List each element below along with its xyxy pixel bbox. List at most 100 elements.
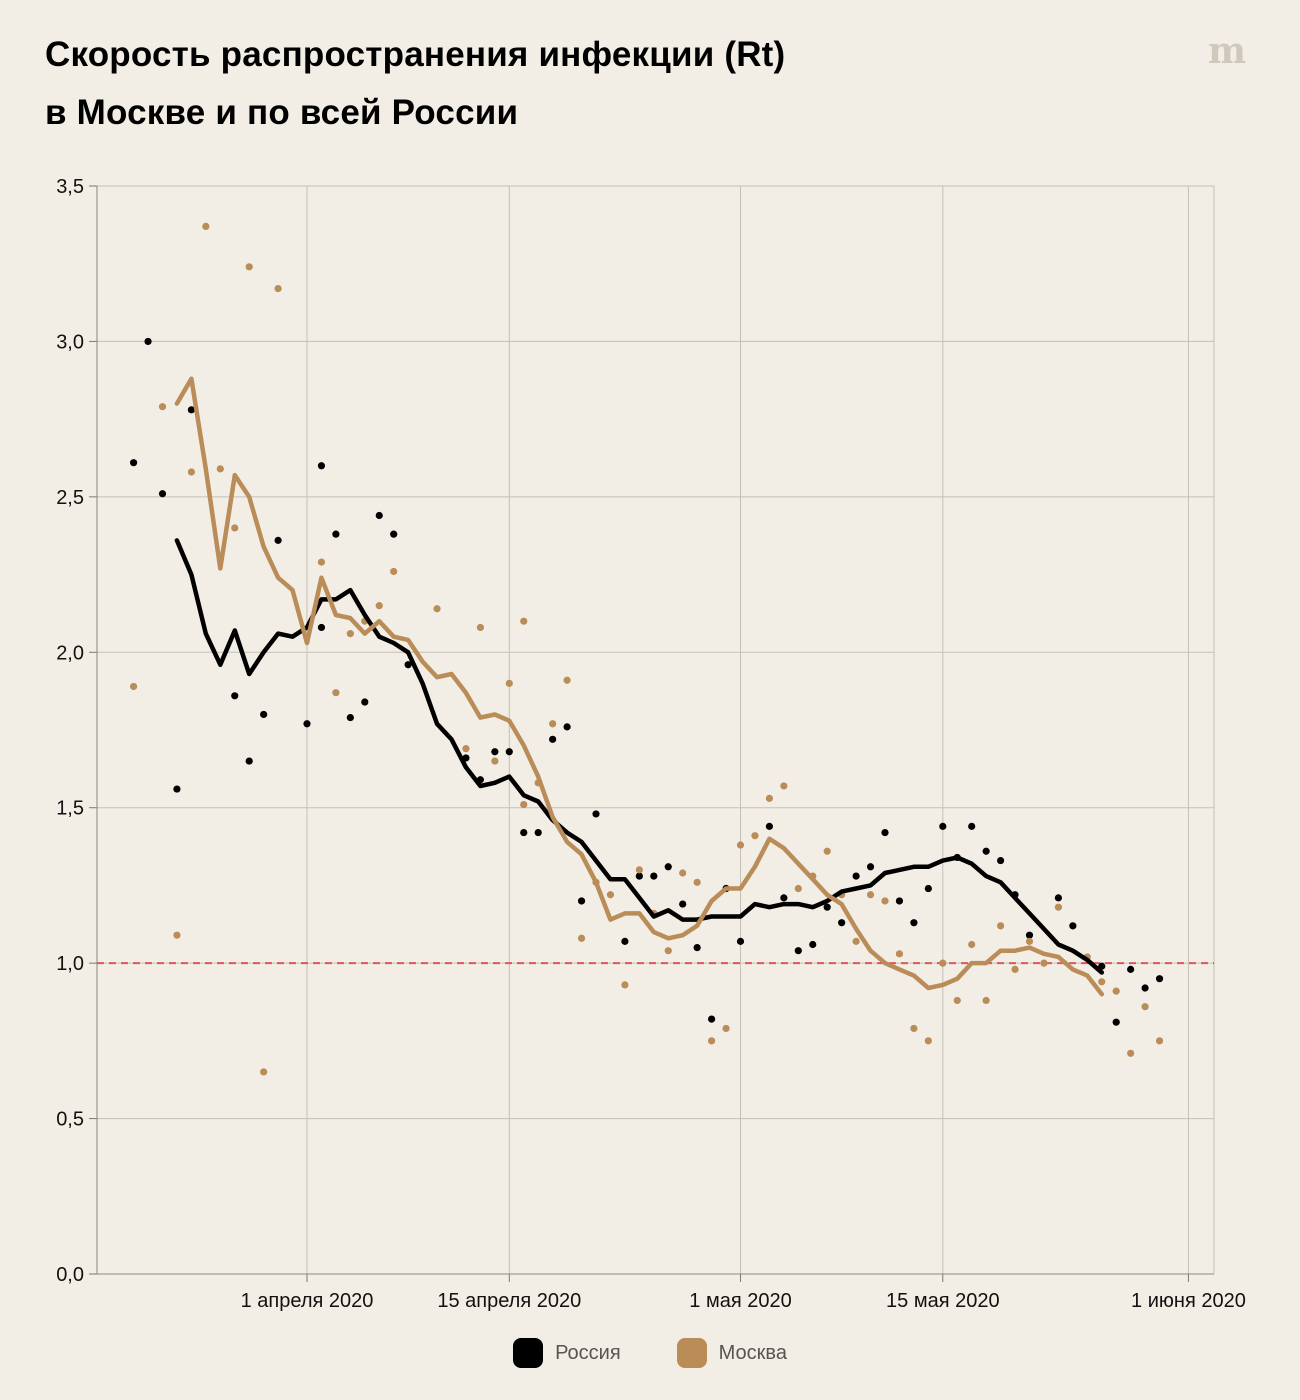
data-point-moscow bbox=[549, 720, 557, 728]
data-point-moscow bbox=[231, 524, 239, 532]
data-point-moscow bbox=[693, 878, 701, 886]
data-point-russia bbox=[910, 919, 918, 927]
data-point-russia bbox=[361, 698, 369, 706]
data-point-russia bbox=[1155, 975, 1164, 983]
data-point-moscow bbox=[1025, 937, 1034, 945]
data-point-russia bbox=[317, 623, 326, 632]
data-point-russia bbox=[881, 828, 889, 837]
data-point-russia bbox=[231, 692, 239, 700]
data-point-russia bbox=[549, 735, 557, 743]
data-point-moscow bbox=[563, 676, 571, 684]
data-point-russia bbox=[346, 713, 354, 722]
data-point-moscow bbox=[866, 891, 875, 899]
data-point-moscow bbox=[476, 623, 484, 632]
data-point-moscow bbox=[1098, 978, 1106, 986]
y-tick-label: 2,0 bbox=[56, 642, 84, 664]
y-tick-label: 3,0 bbox=[56, 331, 84, 353]
data-point-russia bbox=[664, 863, 672, 871]
legend-swatch-russia bbox=[513, 1338, 544, 1368]
data-point-russia bbox=[274, 536, 282, 544]
data-point-moscow bbox=[1040, 959, 1048, 967]
data-point-russia bbox=[534, 828, 542, 837]
data-point-russia bbox=[404, 661, 412, 669]
y-tick-label: 0,5 bbox=[56, 1109, 84, 1131]
data-point-russia bbox=[866, 863, 875, 871]
data-point-moscow bbox=[491, 757, 499, 765]
data-point-moscow bbox=[679, 869, 687, 877]
legend-item-russia: Россия bbox=[513, 1338, 621, 1368]
data-point-moscow bbox=[187, 468, 195, 476]
data-point-russia bbox=[491, 748, 499, 756]
data-point-russia bbox=[939, 822, 947, 830]
data-point-moscow bbox=[520, 617, 528, 625]
data-point-moscow bbox=[332, 689, 340, 697]
x-tick-label: 1 мая 2020 bbox=[689, 1290, 791, 1312]
data-point-moscow bbox=[621, 981, 629, 989]
data-point-russia bbox=[895, 897, 904, 905]
data-point-russia bbox=[693, 944, 701, 952]
data-point-moscow bbox=[881, 897, 889, 905]
data-point-moscow bbox=[158, 403, 167, 411]
data-point-russia bbox=[577, 897, 586, 905]
data-point-moscow bbox=[274, 284, 282, 293]
data-point-russia bbox=[1127, 965, 1135, 973]
data-point-moscow bbox=[982, 996, 990, 1005]
data-point-moscow bbox=[462, 745, 470, 753]
data-point-russia bbox=[968, 822, 976, 830]
data-point-moscow bbox=[635, 866, 643, 874]
data-point-moscow bbox=[895, 950, 904, 958]
y-tick-label: 2,5 bbox=[56, 487, 84, 509]
data-point-moscow bbox=[520, 801, 528, 809]
data-point-russia bbox=[838, 919, 846, 927]
data-point-russia bbox=[794, 947, 802, 955]
data-point-moscow bbox=[1011, 965, 1019, 973]
data-point-moscow bbox=[1155, 1037, 1164, 1045]
data-point-moscow bbox=[606, 891, 615, 899]
data-point-russia bbox=[173, 785, 181, 793]
data-point-russia bbox=[621, 937, 629, 945]
data-point-russia bbox=[563, 723, 571, 731]
data-point-russia bbox=[317, 462, 326, 470]
chart-title-line-1: Скорость распространения инфекции (Rt) bbox=[45, 35, 786, 74]
data-point-russia bbox=[144, 337, 152, 346]
data-point-moscow bbox=[1054, 903, 1062, 911]
data-point-russia bbox=[1025, 931, 1034, 939]
data-point-moscow bbox=[852, 937, 860, 945]
data-point-moscow bbox=[375, 602, 383, 610]
data-point-russia bbox=[130, 459, 138, 467]
data-point-moscow bbox=[751, 832, 759, 840]
chart-legend: Россия Москва bbox=[0, 1338, 1300, 1368]
data-point-moscow bbox=[202, 222, 210, 231]
data-point-russia bbox=[332, 530, 340, 538]
data-point-moscow bbox=[245, 263, 253, 271]
data-point-moscow bbox=[968, 940, 976, 949]
data-point-russia bbox=[765, 822, 774, 830]
legend-label-russia: Россия bbox=[555, 1341, 621, 1364]
data-point-moscow bbox=[216, 465, 224, 473]
data-point-moscow bbox=[577, 934, 586, 942]
data-point-moscow bbox=[953, 996, 961, 1005]
data-point-russia bbox=[260, 710, 268, 719]
publisher-logo: m bbox=[1208, 30, 1246, 72]
data-point-moscow bbox=[736, 841, 745, 849]
data-point-moscow bbox=[664, 947, 672, 955]
data-point-russia bbox=[852, 872, 860, 880]
data-point-moscow bbox=[708, 1037, 716, 1045]
data-point-russia bbox=[187, 406, 195, 414]
series-line-moscow bbox=[174, 376, 1105, 997]
legend-label-moscow: Москва bbox=[718, 1341, 787, 1364]
data-point-russia bbox=[997, 856, 1005, 865]
data-point-moscow bbox=[317, 558, 326, 566]
data-point-moscow bbox=[346, 630, 354, 638]
data-point-russia bbox=[809, 940, 817, 949]
x-tick-label: 15 апреля 2020 bbox=[437, 1290, 581, 1312]
data-point-moscow bbox=[433, 605, 441, 613]
legend-item-moscow: Москва bbox=[676, 1338, 787, 1368]
y-tick-label: 3,5 bbox=[56, 176, 84, 198]
data-point-moscow bbox=[823, 847, 831, 855]
x-tick-label: 1 июня 2020 bbox=[1131, 1290, 1246, 1312]
data-point-russia bbox=[303, 720, 311, 728]
data-point-russia bbox=[635, 872, 643, 880]
x-tick-label: 1 апреля 2020 bbox=[241, 1290, 374, 1312]
